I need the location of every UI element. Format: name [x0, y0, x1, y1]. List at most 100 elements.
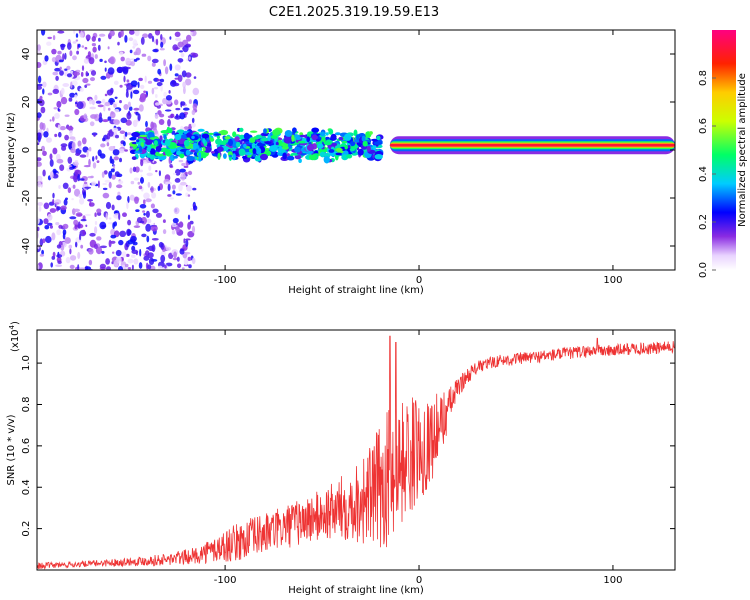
spectrogram-band-blob	[328, 128, 334, 135]
spectrogram-speckle	[180, 101, 186, 106]
spectrogram-speckle	[134, 166, 140, 173]
spectrogram-speckle	[174, 31, 181, 37]
spectrogram-speckle	[106, 142, 110, 147]
spectrogram-speckle	[103, 170, 108, 175]
spectrogram-speckle	[76, 50, 79, 55]
spectrogram-speckle	[39, 238, 44, 246]
spectrogram-speckle	[84, 213, 92, 217]
spectrogram-speckle	[70, 81, 73, 89]
spectrogram-speckle	[49, 225, 54, 229]
spectrogram-band-blob	[250, 130, 258, 133]
spectrogram-band-blob	[275, 141, 279, 146]
spectrogram-speckle	[128, 106, 133, 111]
spectrogram-band-blob	[374, 154, 383, 160]
spectrogram-speckle	[68, 244, 73, 249]
spectrogram-band-blob	[354, 145, 359, 149]
spectrogram-speckle	[54, 133, 58, 138]
spectrogram-speckle	[119, 100, 122, 104]
spectrogram-speckle	[143, 192, 150, 200]
spectrogram-band-blob	[298, 158, 302, 163]
spectrogram-speckle	[191, 257, 196, 265]
spectrogram-band-blob	[192, 142, 198, 150]
spectrogram-speckle	[61, 87, 65, 95]
spectrogram-speckle	[72, 55, 77, 61]
spectrogram-speckle	[52, 192, 55, 199]
spectrogram-speckle	[105, 212, 109, 221]
colorbar: 0.0 0.2 0.4 0.6 0.8 Normalized spectral ampl…	[698, 30, 748, 278]
spectrogram-speckle	[57, 260, 62, 264]
spectrogram-band-blob	[195, 148, 199, 153]
spectrogram-band-blob	[353, 129, 358, 137]
spectrogram-band-blob	[238, 148, 246, 156]
spectrogram-speckle	[59, 66, 62, 71]
spectrogram-speckle	[172, 82, 180, 87]
spectrogram-speckle	[129, 30, 135, 35]
spectrogram-speckle	[116, 195, 122, 201]
colorbar-gradient	[712, 30, 736, 270]
spectrogram-band-blob	[344, 133, 352, 141]
spectrogram-speckle	[174, 99, 179, 106]
spectrogram-band-blob	[320, 131, 326, 137]
x-tick-label: -100	[214, 575, 237, 586]
spectrogram-speckle	[73, 219, 79, 226]
spectrogram-speckle	[117, 191, 121, 196]
spectrogram-speckle	[109, 56, 116, 65]
spectrogram-band-blob	[252, 148, 257, 155]
spectrogram-speckle	[43, 202, 50, 210]
spectrogram-speckle	[140, 84, 145, 89]
spectrogram-speckle	[137, 113, 141, 121]
spectrogram-speckle	[109, 155, 113, 164]
spectrogram-band-blob	[308, 154, 317, 161]
spectrogram-speckle	[109, 30, 115, 37]
spectrogram-speckle	[82, 191, 87, 199]
spectrogram-speckle	[126, 88, 129, 93]
spectrogram-speckle	[163, 59, 167, 67]
spectrogram-speckle	[94, 94, 98, 101]
spectrogram-speckle	[107, 46, 110, 50]
spectrogram-speckle	[108, 217, 112, 220]
spectrogram-band-blob	[158, 153, 164, 157]
spectrogram-band-blob	[255, 134, 263, 139]
spectrogram-speckle	[67, 42, 72, 50]
spectrogram-speckle	[38, 99, 45, 107]
spectrogram-speckle	[181, 70, 187, 78]
spectrogram-speckle	[164, 264, 167, 269]
spectrogram-speckle	[135, 209, 140, 213]
spectrogram-speckle	[119, 157, 122, 163]
spectrogram-speckle	[162, 229, 167, 235]
spectrogram-speckle	[107, 67, 115, 75]
spectrogram-speckle	[114, 108, 120, 113]
spectrogram-speckle	[159, 113, 165, 118]
spectrogram-speckle	[157, 265, 163, 270]
spectrogram-speckle	[69, 248, 72, 255]
spectrogram-speckle	[96, 160, 100, 164]
spectrogram-speckle	[130, 235, 137, 242]
spectrogram-speckle	[145, 223, 152, 232]
spectrogram-speckle	[51, 232, 56, 241]
spectrogram-speckle	[126, 132, 132, 136]
spectrogram-band-blob	[263, 128, 267, 134]
spectrogram-speckle	[118, 212, 121, 221]
spectrogram-speckle	[160, 41, 164, 48]
spectrogram-speckle	[140, 36, 145, 45]
spectrogram-speckle	[69, 92, 76, 98]
spectrogram-speckle	[162, 97, 168, 105]
spectrogram-band-blob	[335, 132, 341, 136]
snr-x-axis-label: Height of straight line (km)	[288, 585, 424, 596]
spectrogram-speckle	[179, 112, 186, 120]
spectrogram-speckle	[183, 107, 190, 111]
spectrogram-band-blob	[201, 152, 207, 159]
x-tick-label: 100	[603, 275, 622, 286]
colorbar-tick-label: 0.8	[698, 70, 709, 86]
spectrogram-speckle	[64, 72, 68, 77]
spectrogram-speckle	[150, 203, 155, 209]
snr-y-multiplier-close: )	[10, 321, 21, 325]
spectrogram-speckle	[50, 262, 53, 268]
spectrogram-speckle	[167, 119, 171, 127]
spectrogram-speckle	[44, 55, 49, 62]
spectrogram-speckle	[74, 108, 80, 116]
spectrogram-speckle	[100, 245, 107, 249]
spectrogram-speckle	[119, 84, 123, 88]
spectrogram-band-blob	[291, 134, 295, 142]
